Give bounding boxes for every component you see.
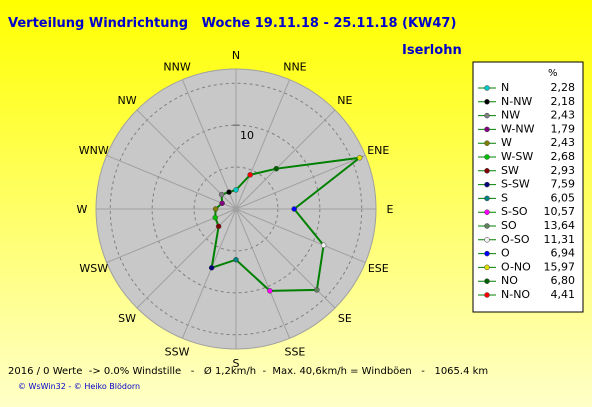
spoke	[235, 154, 366, 210]
legend-marker	[484, 154, 490, 160]
legend-value: 11,31	[544, 233, 576, 246]
legend-label: O-NO	[501, 260, 531, 273]
radar-marker	[273, 165, 280, 172]
legend-marker	[484, 278, 490, 284]
footer: 2016 / 0 Werte -> 0.0% Windstille - Ø 1,…	[8, 365, 488, 377]
radar-marker	[219, 200, 225, 207]
legend-label: O-SO	[501, 233, 530, 246]
legend-value: 6,80	[551, 274, 576, 287]
legend-title: %	[548, 68, 558, 79]
legend-marker	[484, 292, 490, 298]
direction-label: E	[387, 203, 394, 216]
spoke	[235, 79, 291, 210]
legend-value: 2,93	[551, 164, 576, 177]
legend-value: 6,94	[551, 247, 576, 260]
legend-label: NO	[501, 274, 518, 287]
legend-value: 2,43	[551, 109, 576, 122]
legend-value: 7,59	[551, 178, 576, 191]
direction-label: W	[77, 203, 88, 216]
spoke	[235, 109, 336, 210]
legend-marker	[484, 264, 490, 271]
legend-label: W-NW	[501, 122, 535, 135]
chart-title: Verteilung Windrichtung Woche 19.11.18 -…	[8, 16, 456, 31]
direction-label: SW	[118, 312, 136, 325]
radar-marker	[291, 206, 297, 212]
direction-label: NNE	[283, 61, 306, 74]
legend-value: 2,18	[551, 95, 576, 108]
radar-marker	[233, 187, 239, 193]
legend-marker	[484, 250, 490, 257]
location: Iserlohn	[402, 43, 462, 58]
legend-label: SO	[501, 219, 517, 232]
radar-marker	[226, 189, 232, 195]
direction-label: SSE	[284, 345, 305, 358]
direction-label: NNW	[163, 61, 190, 74]
radar-marker	[212, 206, 219, 212]
radar-marker	[320, 242, 327, 249]
direction-label: N	[232, 49, 240, 62]
legend-value: 4,41	[551, 288, 576, 301]
legend-marker	[484, 209, 490, 215]
radar-marker	[314, 287, 320, 293]
spoke	[106, 154, 237, 210]
spoke	[235, 208, 291, 339]
legend-label: N-NO	[501, 288, 530, 301]
radar-marker	[356, 155, 363, 161]
legend-value: 2,68	[551, 150, 576, 163]
legend-value: 1,79	[551, 122, 576, 135]
radar-marker	[208, 265, 215, 271]
spoke	[136, 109, 237, 210]
spoke	[235, 208, 366, 264]
copyright: © WsWin32 - © Heiko Blödorn	[18, 382, 140, 391]
legend-label: S	[501, 191, 508, 204]
legend-label: N	[501, 81, 509, 94]
direction-label: ENE	[367, 144, 389, 157]
radar-marker	[247, 172, 253, 178]
legend-value: 6,05	[551, 191, 576, 204]
legend-marker	[484, 223, 490, 229]
spoke	[181, 79, 237, 210]
direction-label: WSW	[79, 262, 108, 275]
direction-label: SE	[338, 312, 352, 325]
spoke	[181, 208, 237, 339]
direction-label: NW	[118, 94, 137, 107]
radar-marker	[218, 191, 225, 198]
legend-marker	[484, 126, 490, 133]
legend-marker	[484, 85, 490, 91]
legend-label: S-SW	[501, 178, 530, 191]
radar-marker	[267, 288, 273, 294]
direction-label: SSW	[165, 345, 190, 358]
r-tick-label: 10	[240, 129, 254, 142]
direction-label: S	[233, 357, 240, 370]
radar-marker	[233, 256, 239, 263]
legend-label: W-SW	[501, 150, 533, 163]
legend-value: 13,64	[544, 219, 576, 232]
legend-marker	[484, 112, 490, 119]
legend-label: W	[501, 136, 512, 149]
legend-label: O	[501, 247, 510, 260]
legend-marker	[484, 168, 490, 174]
legend-label: SW	[501, 164, 519, 177]
legend-label: NW	[501, 109, 520, 122]
legend-box	[472, 61, 584, 313]
legend-marker	[484, 140, 490, 146]
legend-value: 2,43	[551, 136, 576, 149]
direction-label: WNW	[79, 144, 109, 157]
legend-value: 10,57	[544, 205, 576, 218]
legend-marker	[484, 195, 490, 202]
legend-marker	[484, 237, 490, 243]
legend-marker	[484, 181, 490, 188]
legend-label: N-NW	[501, 95, 532, 108]
direction-label: ESE	[368, 262, 389, 275]
direction-label: NE	[337, 94, 352, 107]
legend-label: S-SO	[501, 205, 528, 218]
radar-marker	[212, 214, 218, 221]
legend-marker	[484, 99, 490, 105]
legend-value: 2,28	[551, 81, 576, 94]
legend-value: 15,97	[544, 260, 576, 273]
radar-marker	[215, 223, 222, 230]
